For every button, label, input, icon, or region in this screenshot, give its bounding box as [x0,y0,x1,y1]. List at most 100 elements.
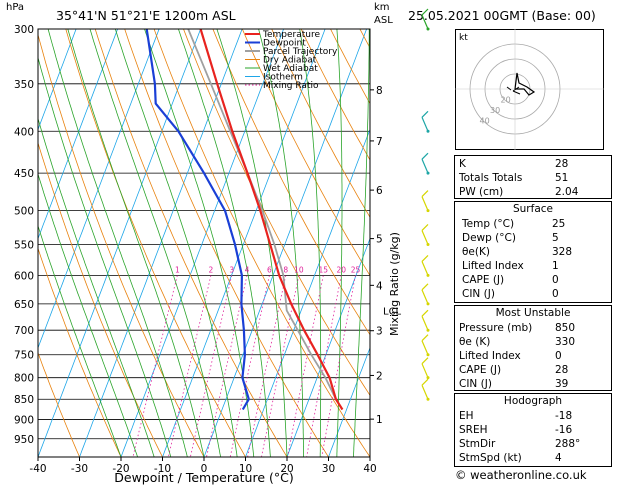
mixing-ratio-tick-label: 10 [294,265,304,274]
km-tick-label: 8 [376,85,383,97]
hodograph-param-label: StmSpd (kt) [459,452,522,464]
hodograph-table-panel: Hodograph EH -18 SREH -16 StmDir 288° StmSpd (… [454,393,612,467]
pressure-tick-label: 300 [14,24,34,36]
most-unstable-value: 39 [555,378,569,390]
mixing-ratio-line [132,275,178,457]
chart-profiles [145,29,344,411]
mixing-ratio-line [287,275,324,457]
surface-row: CIN (J) 0 [458,287,608,301]
isotherm-line [38,29,201,457]
hodograph-param-value: 288° [555,438,581,450]
km-tick-label: 7 [376,136,383,148]
most-unstable-label: CAPE (J) [459,364,502,376]
mixing-ratio-tick-label: 4 [245,265,250,274]
most-unstable-row: CIN (J) 39 [455,377,611,391]
most-unstable-value: 330 [555,336,576,348]
wind-barb [421,378,430,401]
pressure-tick-label: 500 [14,206,34,218]
dry-adiabat-line [300,29,370,161]
mixing-ratio-tick-label: 6 [267,265,272,274]
isotherm-line [120,29,284,457]
surface-value: 0 [552,274,559,286]
temp-tick-label: 40 [363,463,376,475]
isotherm-line [79,29,243,457]
temp-tick-label: 0 [201,463,208,475]
wet-adiabat-line [144,29,255,457]
hodograph-ring-label: 20 [501,96,511,105]
wet-adiabat-line [38,56,172,457]
surface-value: 0 [552,288,559,300]
index-label: PW (cm) [459,186,504,198]
pressure-tick-label: 700 [14,325,34,337]
hodograph-ring-label: 40 [480,117,490,126]
km-tick-label: 3 [376,326,383,338]
hodograph-param-label: StmDir [459,438,496,450]
hodograph-ring-label: 30 [490,106,500,115]
dry-adiabat-line [38,351,80,457]
isotherm-line [203,29,367,457]
pressure-tick-label: 950 [14,434,34,446]
isotherm-line [38,29,118,240]
mixing-ratio-tick-label: 8 [283,265,288,274]
mixing-ratio-line [261,275,300,457]
surface-label: Dewp (°C) [462,232,516,244]
dry-adiabat-line [38,247,122,457]
hodograph-param-label: SREH [459,424,488,436]
surface-label: CAPE (J) [462,274,505,286]
dry-adiabat-line [625,29,629,457]
mixing-ratio-axis-label: Mixing Ratio (g/kg) [388,232,401,336]
wind-barb [421,224,430,246]
wind-barb [421,254,430,277]
mixing-ratio-line [229,275,270,457]
wet-adiabat-line [38,117,155,457]
mixing-ratio-tick-label: 3 [229,265,234,274]
wet-adiabat-line [336,29,343,457]
storm-motion-marks [506,86,521,95]
hodograph-trace [514,72,536,96]
mixing-ratio-labels: 1 2 3 4 6 8 10 15 20 25 [175,265,361,274]
wind-barb [421,334,430,357]
most-unstable-panel: Most Unstable Pressure (mb) 850 θe (K) 330 L… [454,305,612,391]
pressure-tick-label: 450 [14,168,34,180]
most-unstable-value: 850 [555,322,576,334]
hodograph-table-title: Hodograph [503,395,563,407]
pressure-tick-label: 800 [14,373,34,385]
wet-adiabat-line [67,29,205,457]
surface-panel: Surface Temp (°C) 25 Dewp (°C) 5 θe(K) 328 Lif… [454,201,612,303]
surface-value: 25 [552,218,566,230]
hodograph-unit: kt [459,33,468,43]
surface-label: Lifted Index [462,260,524,272]
km-tick-label: 6 [376,185,383,197]
mixing-ratio-line [321,275,356,457]
mixing-ratio-line [247,275,287,457]
legend-label: Parcel Trajectory [263,47,338,57]
temperature-profile-line [199,29,344,411]
hpa-unit-label: hPa [6,2,25,13]
legend-label: Dry Adiabat [263,56,317,66]
most-unstable-title: Most Unstable [495,307,571,319]
km-tick-label: 5 [376,234,383,246]
hodograph-param-value: 4 [555,452,562,464]
hodograph-param-value: -16 [555,424,573,436]
surface-row: θe(K) 328 [458,245,608,259]
mixing-ratio-tick-label: 20 [336,265,346,274]
isotherm-line [245,128,370,457]
temp-tick-label: 30 [322,463,335,475]
legend-label: Mixing Ratio [263,81,319,91]
hodograph-param-row: StmSpd (kt) 4 [455,451,611,465]
hodograph-param-row: SREH -16 [455,423,611,437]
plot-frame [37,28,371,458]
index-row: K 28 [455,157,611,171]
index-row: Totals Totals 51 [455,171,611,185]
pressure-tick-label: 900 [14,415,34,427]
wind-barb [421,152,430,175]
mixing-ratio-line [206,275,248,457]
surface-row: Lifted Index 1 [458,259,608,273]
index-label: K [459,158,466,170]
surface-value: 1 [552,260,559,272]
dry-adiabat-line [38,33,205,457]
